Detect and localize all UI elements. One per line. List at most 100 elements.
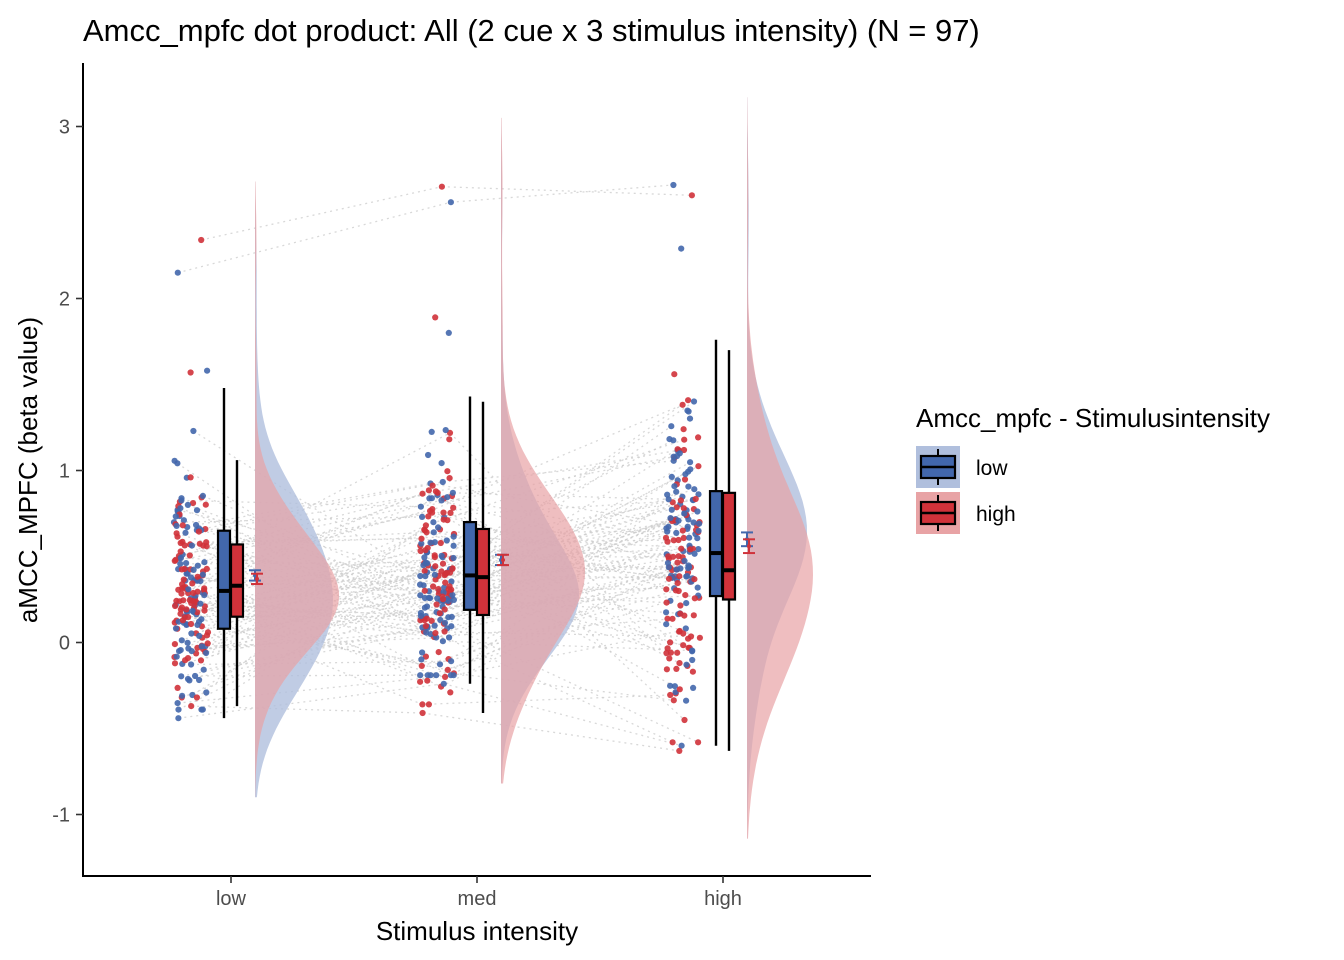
box-low [462,520,478,611]
point-low [417,572,424,580]
point-low [676,450,683,457]
connector-line [435,632,673,743]
point-low [438,552,445,559]
point-low [199,492,206,499]
connector-line [450,184,674,203]
point-low [428,495,435,502]
connector-line [420,455,678,508]
point-high [680,446,688,454]
point-high [418,662,425,670]
connector-line [181,489,430,595]
point-high [670,697,677,704]
point-high [418,535,425,542]
point-high [695,739,702,746]
point-high [171,641,178,648]
point-high [422,622,429,630]
point-low [668,423,675,430]
point-high [432,576,439,583]
point-low [670,181,677,189]
point-low [437,616,444,624]
point-low [185,645,192,652]
point-low [685,483,692,490]
point-high [692,495,699,503]
point-low [436,661,444,668]
point-high [179,617,186,624]
point-low [424,560,431,567]
y-axis-title: aMCC_MPFC (beta value) [13,317,43,623]
point-high [666,655,673,662]
point-low [678,245,685,252]
point-high [172,602,179,610]
point-high [680,534,687,542]
point-high [691,576,698,583]
point-low [687,459,694,466]
connector-line [184,544,445,633]
point-low [430,529,437,536]
point-low [417,581,424,588]
point-high [665,575,673,582]
point-high [437,539,444,547]
connector-line [430,482,688,528]
point-high [671,371,678,378]
point-low [448,623,455,630]
point-low [427,539,434,546]
connector-line [201,588,439,627]
point-low [174,460,181,467]
point-low [177,560,184,567]
point-low [690,684,697,692]
point-high [681,436,688,443]
point-low [425,594,432,601]
point-high [446,583,453,590]
point-high [201,585,208,592]
point-low [673,488,680,495]
connector-line [443,461,691,602]
point-low [430,519,437,526]
point-high [177,539,184,547]
point-high [436,610,443,617]
point-low [172,513,179,520]
point-low [442,427,449,434]
connector-line [195,674,428,677]
box-high [721,491,737,601]
point-low [683,697,690,704]
connector-line [448,520,679,639]
point-high [439,560,447,567]
point-high [690,612,697,619]
point-high [439,596,447,603]
point-low [667,515,674,522]
point-high [681,476,689,483]
point-low [443,537,450,544]
point-high [670,537,677,544]
point-low [683,600,690,607]
point-low [180,517,187,524]
point-high [425,701,432,708]
point-high [442,673,449,681]
connector-line [201,186,442,241]
point-high [687,546,694,553]
point-high [676,686,683,693]
point-high [187,620,195,628]
point-high [419,490,426,497]
point-low [196,676,203,684]
point-high [204,629,212,636]
point-low [201,592,208,599]
legend-label-low: low [976,457,1008,480]
density-cloud-high [501,117,585,784]
point-low [440,680,447,687]
point-high [442,579,449,586]
point-high [679,401,686,408]
y-tick-label: 1 [59,461,70,483]
point-low [694,535,701,542]
point-high [194,573,201,580]
point-high [194,609,201,616]
point-low [689,656,696,664]
point-high [674,580,681,587]
connector-line [435,449,679,492]
point-high [421,567,428,575]
point-low [690,398,698,405]
point-high [447,689,454,696]
point-high [678,545,685,552]
connector-line [448,581,692,618]
point-low [188,630,195,637]
point-low [689,647,696,654]
